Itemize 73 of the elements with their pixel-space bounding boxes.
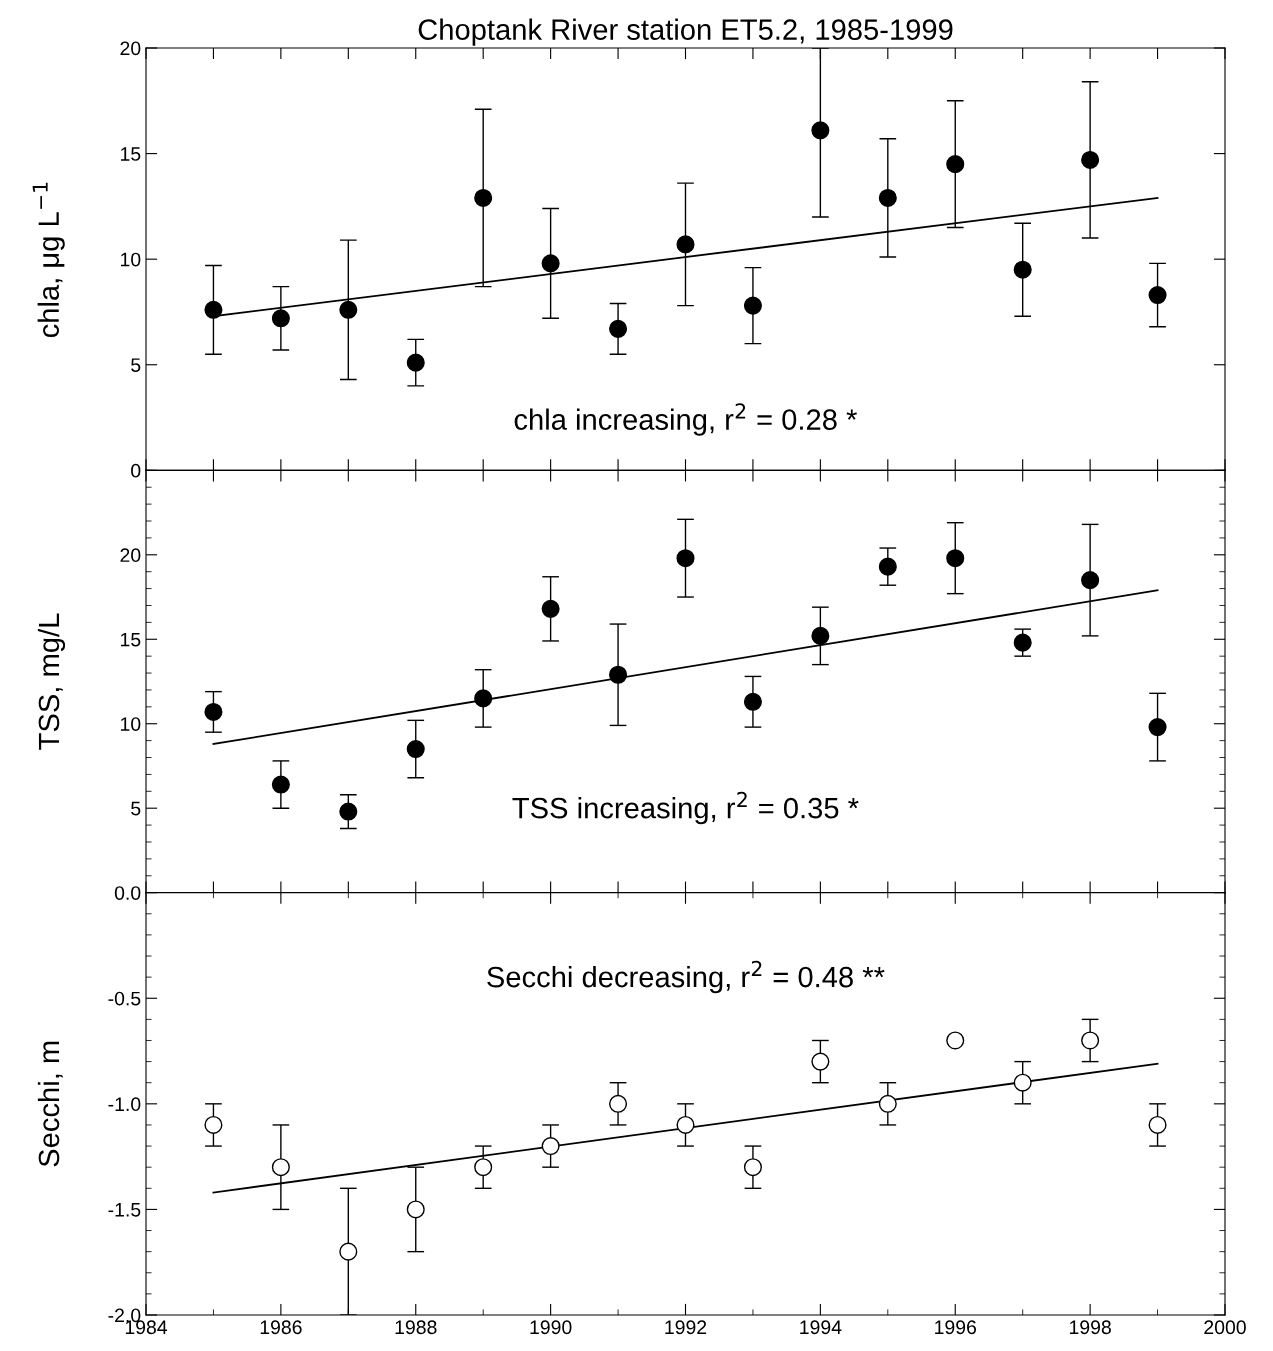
x-tick-label: 1992: [665, 1320, 707, 1335]
point: [406, 353, 425, 372]
point: [1148, 286, 1167, 305]
y-tick-label: 15: [121, 632, 141, 647]
point: [743, 692, 762, 711]
point: [204, 300, 223, 319]
x-tick-label: 1988: [395, 1320, 437, 1335]
y-tick-label: 15: [121, 147, 141, 161]
point: [811, 121, 830, 140]
y-tick-label: 0.0: [114, 886, 141, 900]
point: [1013, 633, 1032, 652]
y-tick-label: 20: [120, 41, 141, 56]
y-tick-label: 0: [131, 463, 141, 478]
y-axis-title: chla, μg L$^{−1}$: [32, 182, 65, 338]
point: [1081, 571, 1100, 590]
point: [811, 1052, 830, 1071]
point: [676, 549, 695, 568]
point: [609, 319, 628, 338]
point: [609, 665, 628, 684]
point: [406, 740, 425, 759]
point: [406, 1200, 425, 1219]
point: [1081, 150, 1100, 169]
point: [1013, 1073, 1032, 1092]
point: [271, 1158, 290, 1177]
point: [878, 557, 897, 576]
point: [878, 1094, 897, 1113]
point: [676, 235, 695, 254]
point: [204, 1115, 223, 1134]
point: [946, 549, 965, 568]
point: [676, 1115, 695, 1134]
annotation: chla increasing, r$^{2}$ = 0.28 *: [514, 403, 857, 436]
point: [811, 626, 830, 645]
point: [474, 1158, 493, 1177]
x-tick-label: 1990: [530, 1320, 572, 1335]
point: [1081, 1031, 1100, 1050]
x-tick-label: 1996: [935, 1320, 977, 1335]
point: [1148, 1115, 1167, 1134]
point: [541, 1137, 560, 1156]
point: [541, 599, 560, 618]
x-tick-label: 1986: [260, 1320, 302, 1335]
point: [743, 296, 762, 315]
point: [946, 155, 965, 174]
point: [1148, 718, 1167, 737]
point: [743, 1158, 762, 1177]
annotation: Secchi decreasing, r$^{2}$ = 0.48 **: [487, 960, 885, 994]
x-tick-label: 2000: [1204, 1320, 1246, 1335]
y-axis-title: Secchi, m: [37, 1041, 63, 1167]
point: [339, 1242, 358, 1261]
point: [204, 702, 223, 721]
point: [609, 1094, 628, 1113]
y-tick-label: 20: [120, 548, 141, 563]
y-axis-title: TSS, mg/L: [37, 613, 66, 750]
point: [1013, 260, 1032, 279]
point: [946, 1031, 965, 1050]
point: [878, 188, 897, 207]
point: [339, 802, 358, 821]
point: [271, 775, 290, 794]
y-tick-label: 10: [121, 717, 141, 731]
point: [541, 254, 560, 273]
y-tick-label: 5: [131, 358, 141, 372]
point: [474, 188, 493, 207]
y-tick-label: -1.5: [108, 1203, 141, 1217]
annotation: TSS increasing, r$^{2}$ = 0.35 *: [512, 791, 859, 825]
x-tick-label: 1994: [800, 1320, 842, 1335]
point: [271, 309, 290, 328]
y-tick-label: -0.5: [108, 991, 141, 1006]
point: [474, 689, 493, 708]
y-tick-label: 5: [131, 801, 141, 816]
chart-title: Choptank River station ET5.2, 1985-1999: [418, 18, 953, 46]
x-tick-label: 1998: [1069, 1320, 1111, 1335]
y-tick-label: -1.0: [108, 1097, 141, 1112]
point: [339, 300, 358, 319]
y-tick-label: 10: [121, 252, 141, 267]
